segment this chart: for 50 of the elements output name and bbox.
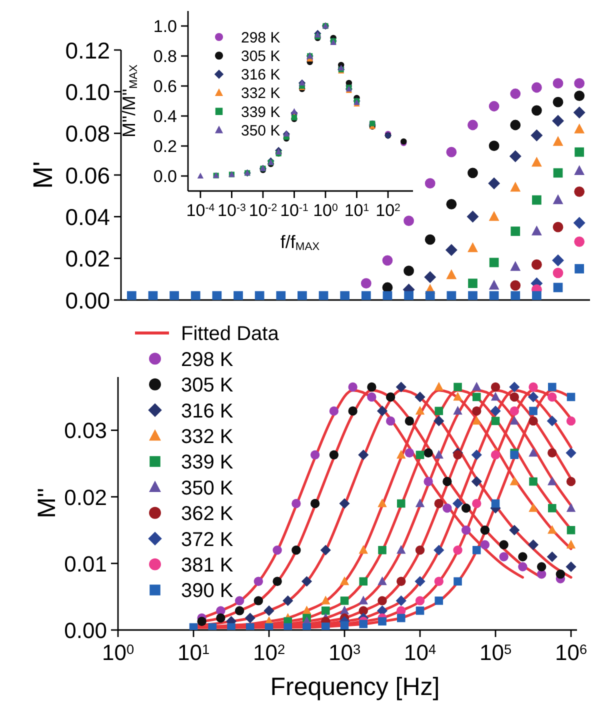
x-tick-label: 10$^{3}$ [328, 640, 361, 665]
y-tick-label: 1.0 [153, 17, 177, 36]
y-tick-label: 0.12 [65, 37, 110, 64]
legend-label: 316 K [241, 66, 280, 84]
y-axis-title: M'' [33, 488, 61, 518]
x-tick-label: 10$^{1}$ [177, 640, 210, 665]
y-tick-label: 0.08 [65, 120, 110, 147]
x-tick-label: 10$^{4}$ [404, 640, 436, 665]
x-tick-label: 10$^{2}$ [376, 201, 401, 220]
y-tick-label: 0.4 [153, 107, 177, 126]
y-tick-label: 0.04 [65, 204, 110, 230]
y-axis-title: M' [28, 161, 58, 189]
legend-label: 381 K [181, 554, 234, 576]
y-tick-label: 0.02 [65, 246, 110, 272]
legend-label: 350 K [241, 122, 280, 140]
y-tick-label: 0.8 [153, 47, 177, 66]
x-tick-label: 10$^{-2}$ [248, 201, 278, 220]
legend-label: 390 K [181, 580, 234, 602]
x-tick-label: 10$^{-3}$ [218, 201, 246, 220]
legend-label: Fitted Data [181, 323, 280, 346]
y-tick-label: 0.03 [64, 418, 107, 444]
legend-label: 298 K [181, 348, 234, 371]
y-tick-label: 0.6 [153, 77, 177, 96]
legend-label: 339 K [241, 104, 280, 121]
x-axis-title: Frequency [Hz] [270, 673, 440, 701]
y-tick-label: 0.2 [153, 137, 177, 156]
legend-label: 362 K [181, 503, 234, 526]
legend-label: 332 K [181, 426, 234, 448]
legend-label: 350 K [181, 477, 234, 500]
legend-label: 316 K [181, 400, 234, 422]
y-tick-label: 0.02 [64, 484, 107, 510]
y-tick-label: 0.01 [64, 551, 107, 576]
legend-label: 305 K [181, 374, 234, 397]
legend-label: 298 K [241, 29, 280, 46]
legend-label: 305 K [241, 48, 280, 65]
legend-label: 339 K [181, 452, 234, 474]
x-tick-label: 10$^{0}$ [313, 201, 338, 220]
x-tick-label: 10$^{6}$ [554, 640, 588, 665]
x-tick-label: 10$^{2}$ [252, 640, 286, 665]
y-tick-label: 0.10 [65, 78, 110, 105]
y-tick-label: 0.00 [65, 287, 110, 314]
x-tick-label: 10$^{-1}$ [280, 201, 309, 220]
legend-label: 372 K [181, 528, 234, 551]
x-tick-label: 10$^{5}$ [479, 640, 512, 665]
x-tick-label: 10$^{-4}$ [186, 201, 215, 220]
legend-label: 332 K [241, 85, 280, 102]
y-tick-label: 0.0 [153, 167, 177, 186]
y-tick-label: 0.06 [65, 162, 110, 188]
x-axis-title: f/f$_{MAX}$ [280, 232, 320, 254]
x-tick-label: 10$^{1}$ [344, 201, 370, 220]
